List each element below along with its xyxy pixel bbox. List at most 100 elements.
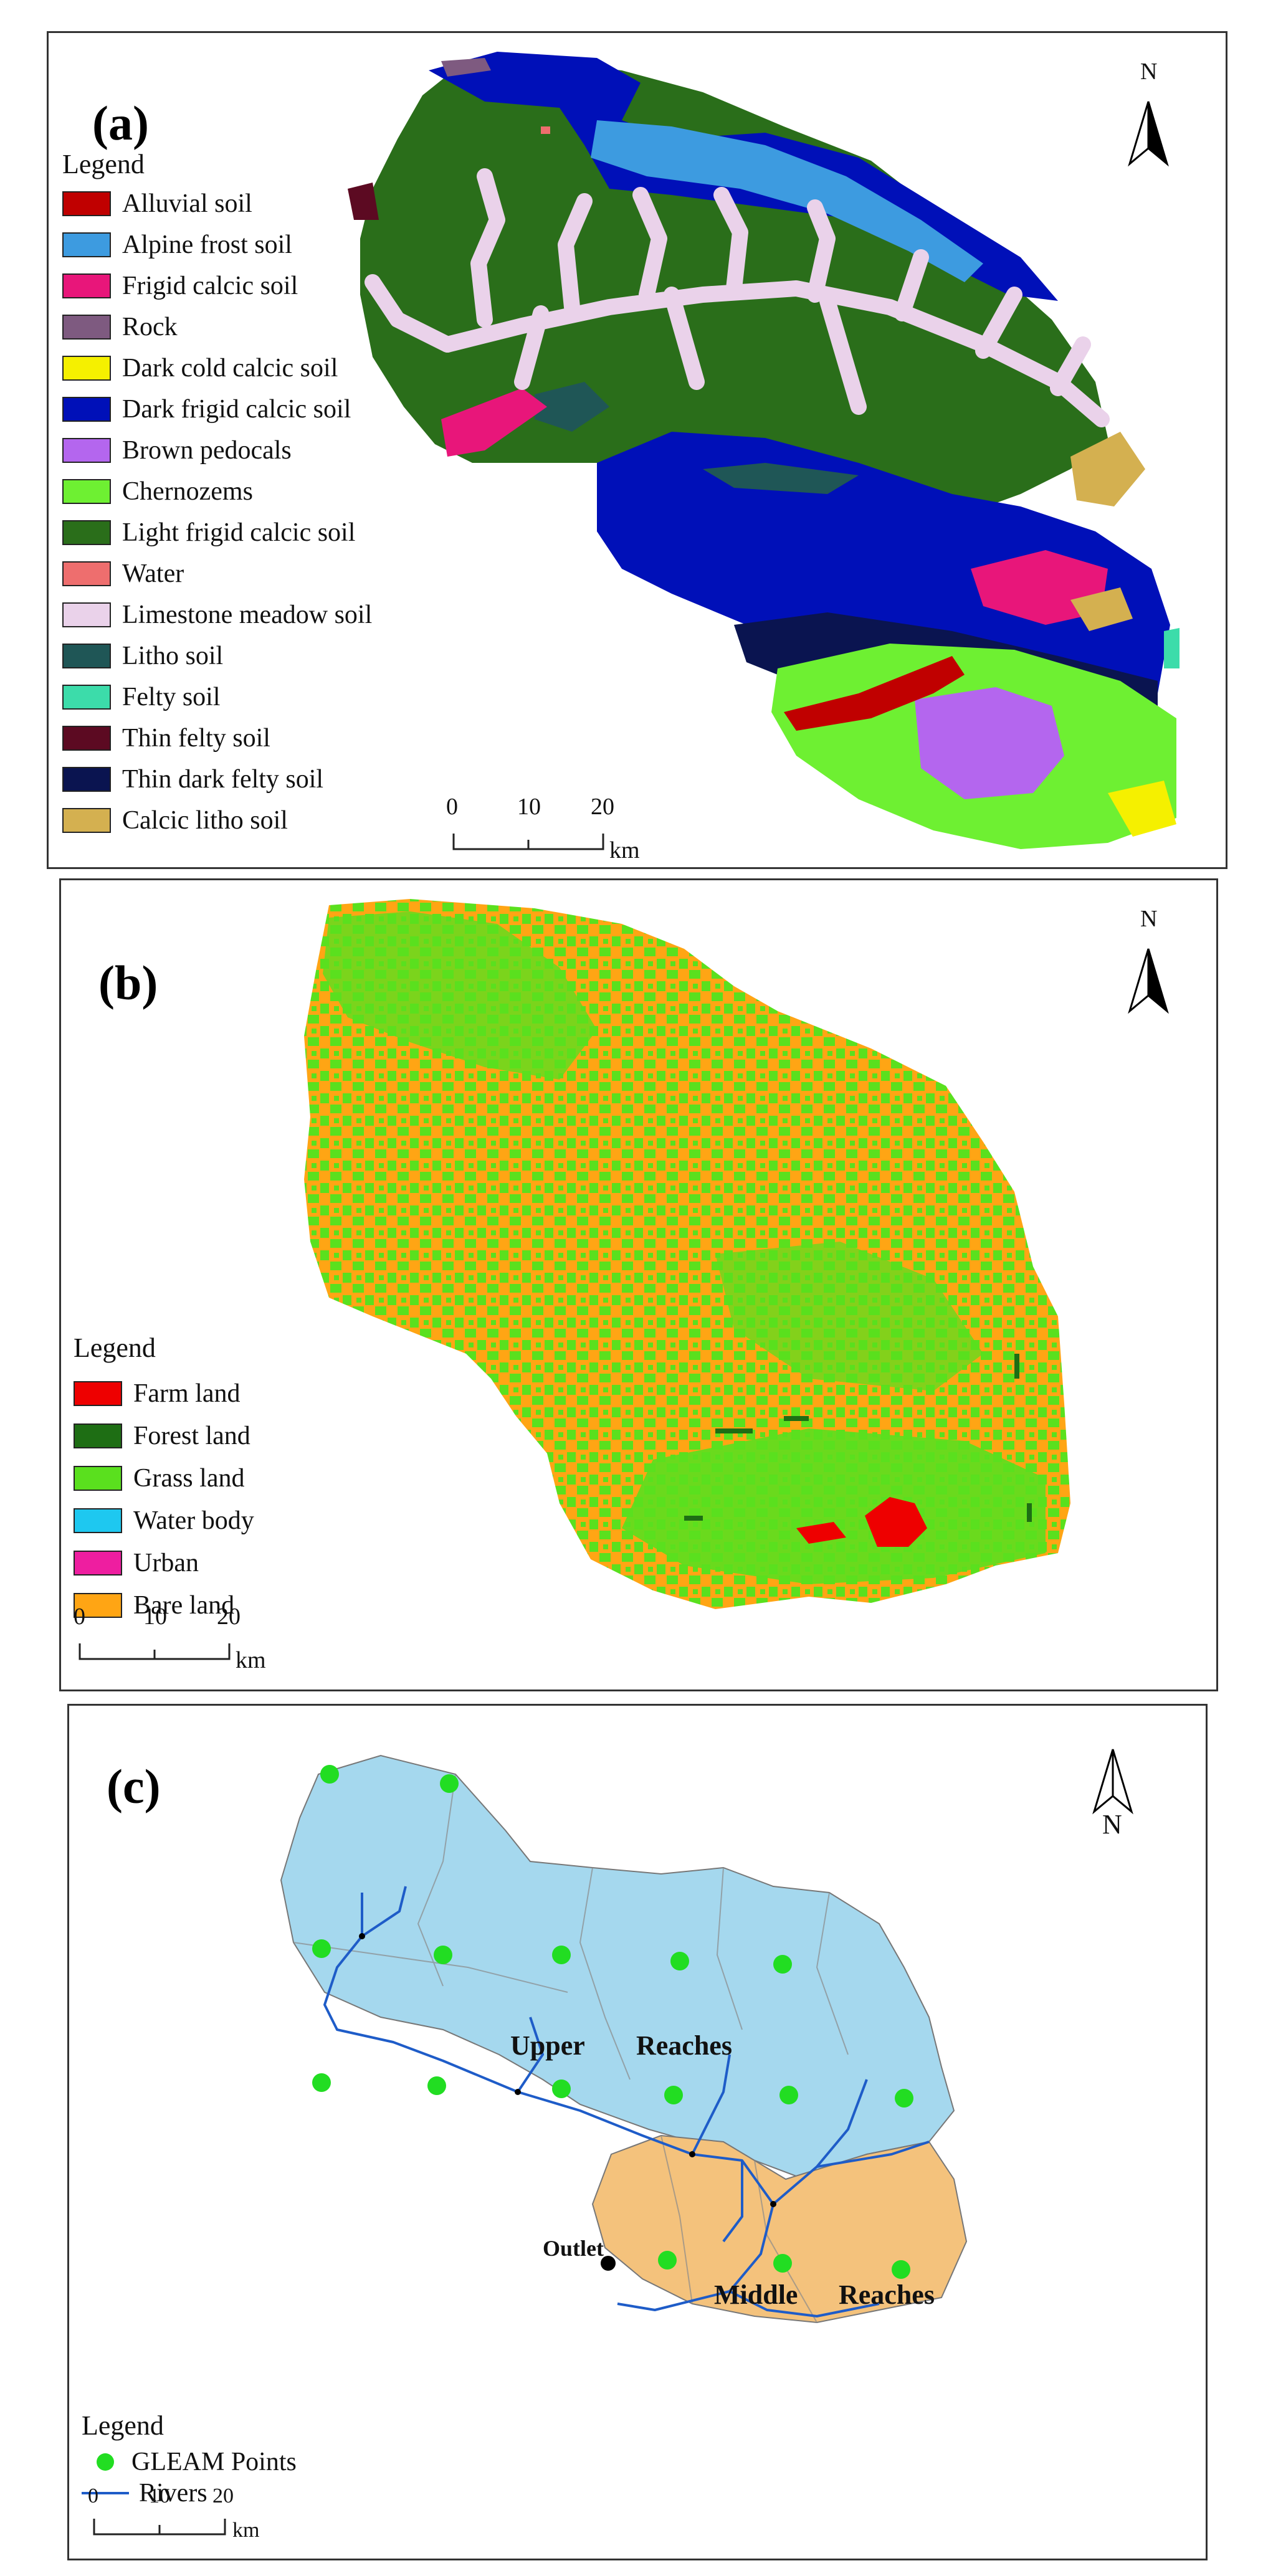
label-upper-reaches: Reaches	[636, 2030, 732, 2061]
legend-item: Grass land	[74, 1463, 244, 1493]
legend-label: Rivers	[139, 2479, 207, 2507]
panel-c-scale-tick-0: 0	[88, 2484, 98, 2507]
legend-label: Light frigid calcic soil	[122, 518, 356, 547]
legend-swatch	[62, 767, 111, 792]
legend-item: Water body	[74, 1506, 254, 1536]
landuse-map-canvas	[304, 899, 1070, 1609]
legend-label: Felty soil	[122, 683, 221, 711]
legend-label: Urban	[133, 1549, 199, 1577]
soil-dark-frigid-calcic	[597, 432, 1170, 693]
panel-c-north-arrow-icon	[1092, 1749, 1133, 1815]
soil-frigid-calcic	[971, 550, 1108, 625]
legend-item: Chernozems	[62, 477, 253, 506]
panel-a-scale-tick-20: 20	[591, 794, 614, 820]
panel-b-scale-unit: km	[236, 1647, 266, 1673]
soil-calcic-litho-2	[1070, 432, 1145, 506]
river-network	[323, 1886, 930, 2317]
landuse-forest-strips	[684, 1354, 1032, 1522]
legend-swatch	[62, 685, 111, 710]
legend-item: Forest land	[74, 1421, 250, 1451]
gleam-points	[312, 1765, 913, 2279]
legend-label: Dark frigid calcic soil	[122, 395, 351, 424]
panel-a-north-arrow-icon	[1128, 101, 1169, 167]
legend-swatch	[74, 1551, 122, 1576]
river-line-symbol-icon	[82, 2492, 129, 2494]
legend-item: GLEAM Points	[82, 2447, 297, 2477]
panel-b-scale-tick-20: 20	[217, 1604, 241, 1630]
legend-swatch	[74, 1593, 122, 1618]
legend-item: Thin felty soil	[62, 723, 270, 753]
legend-label: Calcic litho soil	[122, 806, 288, 835]
panel-b-scale-tick-0: 0	[74, 1604, 85, 1630]
soil-frigid-calcic-west	[441, 388, 547, 457]
legend-swatch	[62, 602, 111, 627]
legend-item: Limestone meadow soil	[62, 600, 372, 630]
soil-limestone-meadow	[365, 168, 1110, 427]
panel-b-label: (b)	[98, 956, 158, 1010]
soil-calcic-litho	[1070, 587, 1133, 631]
panel-a-label: (a)	[92, 96, 149, 150]
legend-label: Limestone meadow soil	[122, 601, 373, 629]
panel-a-north-label: N	[1140, 59, 1158, 85]
soil-thin-felty	[348, 183, 379, 220]
panel-b-scale-tick-10: 10	[143, 1604, 167, 1630]
legend-item: Dark cold calcic soil	[62, 353, 338, 383]
landuse-grass-patch-1	[323, 911, 597, 1080]
legend-item: Frigid calcic soil	[62, 271, 298, 301]
soil-map-canvas	[348, 52, 1180, 849]
legend-label: Water	[122, 559, 184, 588]
soil-alpine-frost	[591, 120, 983, 282]
basin-map-canvas	[280, 1754, 968, 2324]
label-outlet: Outlet	[543, 2236, 604, 2261]
legend-item: Rivers	[82, 2478, 207, 2508]
legend-item: Litho soil	[62, 641, 223, 671]
legend-item: Light frigid calcic soil	[62, 518, 355, 548]
legend-item: Water	[62, 559, 184, 589]
legend-swatch	[62, 479, 111, 504]
landuse-grass-patch-3	[622, 1428, 1046, 1584]
legend-item: Urban	[74, 1548, 199, 1578]
legend-label: Thin dark felty soil	[122, 765, 324, 794]
legend-swatch	[62, 561, 111, 586]
legend-label: Thin felty soil	[122, 724, 270, 753]
legend-label: Farm land	[133, 1379, 241, 1408]
panel-b-scale-bar	[79, 1643, 231, 1660]
legend-item: Bare land	[74, 1590, 234, 1620]
legend-swatch	[62, 520, 111, 545]
legend-item: Felty soil	[62, 682, 221, 712]
panel-a-scale-unit: km	[609, 837, 640, 863]
soil-brown-pedocals	[915, 687, 1064, 799]
soil-litho	[535, 382, 609, 432]
legend-swatch	[62, 644, 111, 668]
panel-a-soil-map: (a) Legend Alluvial soil Alpine frost soi…	[47, 31, 1227, 869]
label-upper: Upper	[510, 2030, 585, 2061]
panel-c-scale-bar	[93, 2519, 226, 2536]
legend-label: Litho soil	[122, 642, 224, 670]
legend-swatch	[74, 1508, 122, 1533]
outlet-point	[601, 2256, 616, 2271]
soil-water	[541, 126, 550, 134]
landuse-grass-patch-2	[715, 1242, 983, 1391]
legend-label: Brown pedocals	[122, 436, 292, 465]
panel-b-north-arrow-icon	[1128, 948, 1169, 1014]
soil-litho-2	[703, 463, 859, 494]
panel-b-north-label: N	[1140, 906, 1158, 932]
legend-swatch	[62, 273, 111, 298]
panel-a-scale-tick-0: 0	[446, 794, 458, 820]
legend-label: Water body	[133, 1506, 254, 1535]
legend-label: Bare land	[133, 1591, 235, 1620]
legend-swatch	[62, 808, 111, 833]
legend-label: Dark cold calcic soil	[122, 354, 338, 383]
legend-swatch	[74, 1423, 122, 1448]
middle-basin	[591, 2134, 968, 2324]
panel-c-north-label: N	[1102, 1809, 1122, 1840]
legend-swatch	[62, 726, 111, 751]
panel-b-legend-title: Legend	[74, 1333, 156, 1363]
legend-item: Brown pedocals	[62, 435, 292, 465]
panel-c-scale-tick-10: 10	[149, 2484, 170, 2507]
confluence-nodes	[359, 1933, 776, 2207]
legend-item: Alpine frost soil	[62, 230, 292, 260]
soil-dark-cold-calcic	[1108, 781, 1176, 837]
legend-label: Chernozems	[122, 477, 253, 506]
panel-c-label: (c)	[107, 1759, 161, 1813]
